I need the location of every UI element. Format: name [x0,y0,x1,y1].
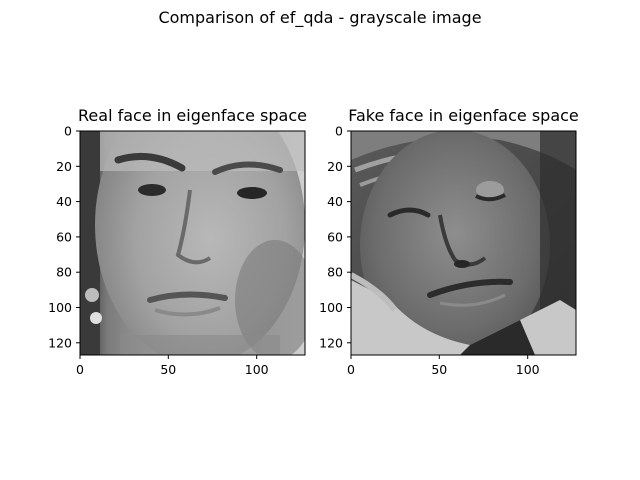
fake-y-tick: 100 [319,300,343,315]
fake-face-image [351,131,576,355]
fake-y-tick: 40 [327,194,343,209]
panel-real-title: Real face in eigenface space [78,106,307,125]
fake-y-tick: 20 [327,159,343,174]
fake-y-tick: 0 [335,124,343,139]
real-x-axis: 0 50 100 [76,355,269,377]
fake-y-tick: 60 [327,229,343,244]
panel-fake-title: Fake face in eigenface space [348,106,579,125]
real-y-axis: 0 20 40 60 80 100 120 [48,124,80,350]
real-y-tick: 40 [56,194,72,209]
real-y-tick: 60 [56,229,72,244]
fake-y-tick: 80 [327,265,343,280]
real-x-tick: 100 [245,362,269,377]
real-y-tick: 20 [56,159,72,174]
real-x-tick: 50 [160,362,176,377]
real-y-tick: 100 [48,300,72,315]
panel-fake-face: Fake face in eigenface space [319,106,579,377]
real-face-image [80,131,305,355]
figure-title: Comparison of ef_qda - grayscale image [158,8,482,27]
fake-y-tick: 120 [319,335,343,350]
real-y-tick: 80 [56,265,72,280]
real-x-tick: 0 [76,362,84,377]
fake-x-axis: 0 50 100 [347,355,540,377]
fake-y-axis: 0 20 40 60 80 100 120 [319,124,351,350]
real-y-tick: 0 [64,124,72,139]
fake-x-tick: 50 [431,362,447,377]
real-y-tick: 120 [48,335,72,350]
fake-x-tick: 100 [516,362,540,377]
panel-real-face: Real face in eigenface space [48,106,307,377]
fake-x-tick: 0 [347,362,355,377]
